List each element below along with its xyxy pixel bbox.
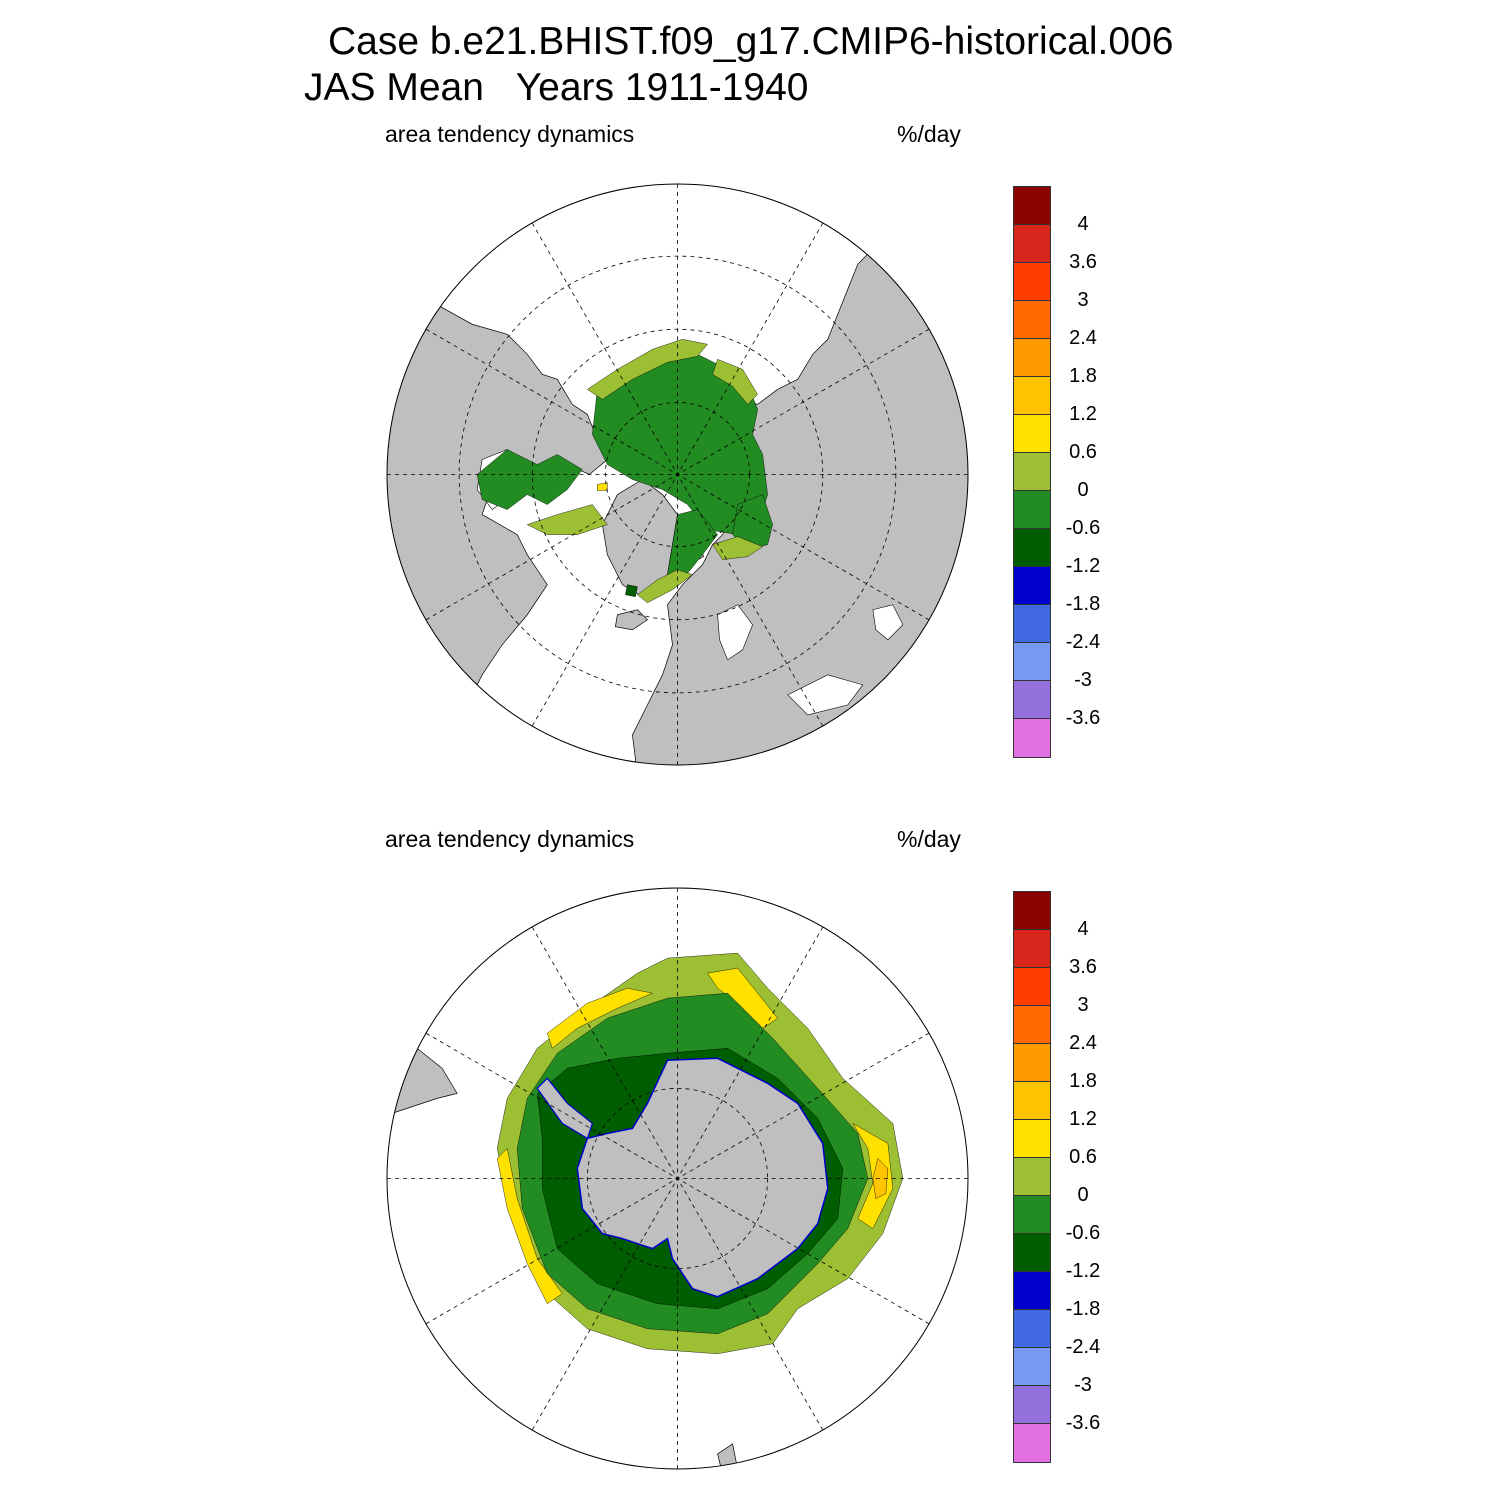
north-panel-variable: area tendency dynamics [385,121,635,147]
colorbar-label: -1.2 [1065,555,1101,577]
colorbar-label: -0.6 [1065,517,1101,539]
colorbar-label: 0 [1077,1184,1089,1206]
colorbar-label: 3.6 [1069,956,1097,978]
colorbar-swatch [1014,643,1050,681]
colorbar-label: -2.4 [1065,1336,1101,1358]
colorbar-swatch [1014,567,1050,605]
colorbar-swatch [1014,1044,1050,1082]
north-graticule [387,184,968,765]
colorbar-swatch [1014,1386,1050,1424]
colorbar-swatch [1014,719,1050,757]
canadian-archipelago-ice [476,449,583,510]
colorbar-label: 3 [1077,994,1089,1016]
colorbar-label: -1.8 [1065,593,1101,615]
colorbar-label: -0.6 [1065,1222,1101,1244]
colorbar-swatch [1014,968,1050,1006]
colorbar-swatch [1014,1158,1050,1196]
colorbar-swatch [1014,1006,1050,1044]
colorbar-label: -1.8 [1065,1298,1101,1320]
colorbar-label: -3.6 [1065,1412,1101,1434]
colorbar-swatch [1014,1120,1050,1158]
dark-green-patch [625,584,638,597]
greenland-east-ice [667,509,718,580]
south-colorbar [1013,891,1051,1463]
north-map-border [386,183,969,766]
colorbar-swatch [1014,187,1050,225]
caspian-sea-water [872,604,904,641]
colorbar-label: -3 [1074,669,1092,691]
colorbar-label: 0.6 [1069,441,1097,463]
antarctica-land [576,1057,829,1298]
north-colorbar [1013,186,1051,758]
colorbar-swatch [1014,491,1050,529]
colorbar-swatch [1014,225,1050,263]
colorbar-swatch [1014,892,1050,930]
colorbar-swatch [1014,1082,1050,1120]
colorbar-label: 3 [1077,289,1089,311]
colorbar-label: -2.4 [1065,631,1101,653]
antarctic-ice-strong-increase-patch [872,1158,889,1199]
barents-ice [732,494,773,550]
baltic-sea-water [717,604,753,661]
south-map-border [386,887,969,1470]
colorbar-swatch [1014,1196,1050,1234]
colorbar-swatch [1014,681,1050,719]
colorbar-swatch [1014,930,1050,968]
arctic-ice-increase-margin-siberia [712,359,758,405]
colorbar-label: 2.4 [1069,327,1097,349]
colorbar-label: 1.8 [1069,365,1097,387]
north-panel-units: %/day [897,121,961,147]
figure-title-season: JAS Mean Years 1911-1940 [304,66,809,109]
colorbar-label: -1.2 [1065,1260,1101,1282]
colorbar-label: -3 [1074,1374,1092,1396]
colorbar-label: -3.6 [1065,707,1101,729]
colorbar-swatch [1014,415,1050,453]
south-polar-map [386,887,969,1470]
colorbar-swatch [1014,1272,1050,1310]
colorbar-label: 2.4 [1069,1032,1097,1054]
baffin-ice-margin [526,504,608,535]
antarctic-ice-increase-band-d [496,1148,563,1305]
colorbar-label: 3.6 [1069,251,1097,273]
colorbar-label: 1.2 [1069,1108,1097,1130]
antarctic-ice-increase-band-b [707,967,778,1029]
colorbar-swatch [1014,339,1050,377]
colorbar-label: 1.8 [1069,1070,1097,1092]
colorbar-swatch [1014,1348,1050,1386]
antarctic-peninsula-land [536,1077,594,1140]
colorbar-label: 0.6 [1069,1146,1097,1168]
mediterranean-water [787,674,864,716]
colorbar-label: 1.2 [1069,403,1097,425]
colorbar-swatch [1014,263,1050,301]
colorbar-swatch [1014,1424,1050,1462]
figure-title-case: Case b.e21.BHIST.f09_g17.CMIP6-historica… [328,20,1174,63]
colorbar-label: 0 [1077,479,1089,501]
colorbar-label: 4 [1077,213,1089,235]
south-panel-variable: area tendency dynamics [385,826,635,852]
colorbar-swatch [1014,377,1050,415]
east-greenland-ice-margin [637,569,693,603]
south-graticule [387,888,968,1469]
south-panel-units: %/day [897,826,961,852]
kara-ice-margin [712,536,764,560]
colorbar-swatch [1014,301,1050,339]
colorbar-label: 4 [1077,918,1089,940]
colorbar-swatch [1014,1310,1050,1348]
antarctic-ice-increase-band-a [547,987,654,1049]
colorbar-swatch [1014,1234,1050,1272]
colorbar-swatch [1014,529,1050,567]
north-polar-map [386,183,969,766]
colorbar-swatch [1014,453,1050,491]
antarctic-ice-increase-band-c [852,1122,894,1229]
colorbar-swatch [1014,605,1050,643]
